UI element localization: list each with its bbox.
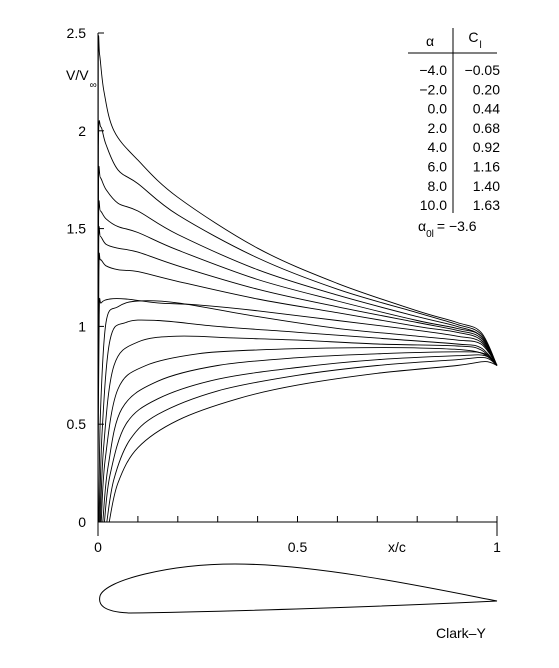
velocity-curve-upper-2	[97, 226, 498, 444]
velocity-curve-lower-9	[99, 335, 498, 523]
y-tick-label: 2.5	[67, 25, 87, 41]
x-axis-label: x/c	[388, 539, 406, 555]
zero-lift-angle: α0l= −3.6	[418, 218, 477, 240]
velocity-curve-upper-4	[97, 166, 498, 405]
table-cl-value: 0.92	[473, 139, 500, 155]
table-alpha-value: −4.0	[419, 62, 447, 78]
velocity-curve-upper-1	[97, 252, 498, 464]
table-cl-value: −0.05	[465, 62, 501, 78]
velocity-curve-lower-11	[102, 351, 498, 523]
velocity-curve-upper-5	[97, 120, 498, 386]
table-alpha-value: −2.0	[419, 81, 447, 97]
axis-ticks: 0 0.5 1 1.5 2 2.5 0 0.5 1	[67, 25, 502, 555]
y-tick-label: 1.5	[67, 221, 87, 237]
x-tick-label: 1	[493, 539, 501, 555]
y-tick-label: 0.5	[67, 416, 87, 432]
y-axis-label-sub: ∞	[90, 80, 97, 91]
table-cl-value: 0.20	[473, 81, 500, 97]
table-alpha-value: 8.0	[428, 178, 448, 194]
velocity-curve-lower-10	[100, 347, 498, 523]
airfoil-label: Clark–Y	[436, 625, 486, 641]
x-tick-label: 0.5	[288, 539, 308, 555]
x-tick-label: 0	[94, 539, 102, 555]
table-header-cl: Cl	[468, 29, 481, 51]
table-alpha-value: 4.0	[428, 139, 448, 155]
airfoil-outline	[99, 563, 498, 614]
velocity-curve-lower-13	[106, 356, 498, 523]
table-rows: −4.0 −0.05 −2.0 0.20 0.0 0.44 2.0 0.68 4.0 0.92 6.…	[419, 62, 500, 213]
table-header-cl-sub: l	[479, 40, 481, 51]
table-cl-value: 0.44	[473, 101, 500, 117]
velocity-curve-lower-8	[99, 319, 498, 523]
y-axis-label: V/V∞	[66, 67, 97, 91]
zero-lift-sub: 0l	[426, 229, 434, 240]
table-alpha-value: 2.0	[428, 120, 448, 136]
table-cl-value: 1.40	[473, 178, 500, 194]
velocity-curve-upper-0	[97, 298, 498, 483]
y-tick-label: 0	[78, 514, 86, 530]
velocity-curve-upper-6	[97, 35, 498, 366]
table-header-alpha: α	[426, 33, 434, 49]
table-alpha-value: 10.0	[420, 197, 447, 213]
velocity-curve-lower-12	[103, 354, 498, 523]
y-tick-label: 2	[78, 123, 86, 139]
table-cl-value: 0.68	[473, 120, 500, 136]
velocity-curve-lower-14	[108, 361, 498, 523]
table-alpha-value: 0.0	[428, 101, 448, 117]
table-cl-value: 1.63	[473, 197, 500, 213]
y-tick-label: 1	[78, 318, 86, 334]
velocity-curves	[97, 35, 498, 523]
velocity-curve-upper-3	[97, 200, 498, 425]
cl-table: α Cl −4.0 −0.05 −2.0 0.20 0.0 0.44 2.0 0.68 4.0 0…	[408, 28, 500, 240]
table-alpha-value: 6.0	[428, 159, 448, 175]
velocity-curve-lower-7	[98, 300, 498, 523]
zero-lift-value: = −3.6	[437, 218, 477, 234]
table-cl-value: 1.16	[473, 159, 500, 175]
